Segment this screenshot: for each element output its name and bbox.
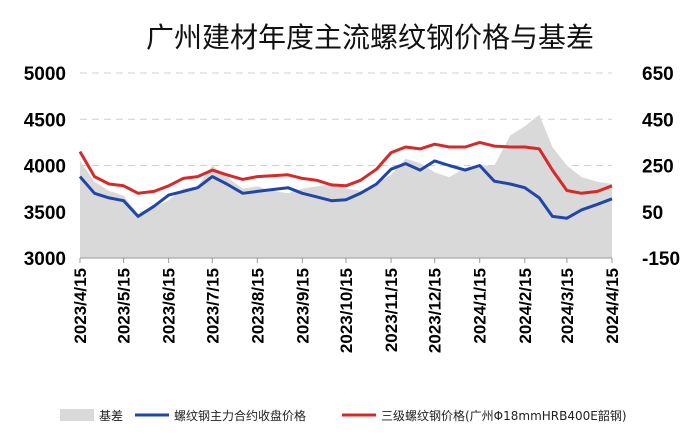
y-left-tick-label: 3500 (24, 203, 66, 224)
x-tick-label: 2024/3/15 (558, 268, 577, 344)
y-axis-left: 3000 3500 4000 4500 5000 (24, 64, 66, 270)
x-tick-label: 2023/5/15 (115, 268, 134, 344)
legend-swatch-basis (60, 409, 94, 421)
y-right-tick-label: 650 (642, 64, 674, 85)
series-futures-line (78, 159, 613, 220)
basis-area-layer (80, 114, 612, 258)
legend-label-futures: 螺纹钢主力合约收盘价格 (174, 408, 306, 423)
x-tick-label: 2023/10/15 (337, 268, 356, 353)
chart-title: 广州建材年度主流螺纹钢价格与基差 (146, 21, 594, 54)
y-left-tick-label: 4000 (24, 157, 66, 178)
x-axis: 2023/4/15 2023/5/15 2023/6/15 2023/7/15 2023… (71, 257, 622, 353)
x-tick-label: 2023/7/15 (203, 268, 222, 344)
x-tick-label: 2024/4/15 (603, 268, 622, 344)
y-right-tick-label: -150 (642, 249, 680, 270)
y-left-tick-label: 4500 (24, 110, 66, 131)
y-left-tick-label: 5000 (24, 64, 66, 85)
x-tick-label: 2023/4/15 (71, 268, 90, 344)
legend: 基差 螺纹钢主力合约收盘价格 三级螺纹钢价格(广州Φ18mmHRB400E韶钢) (60, 408, 627, 423)
price-lines-layer (78, 140, 613, 220)
x-tick-label: 2024/1/15 (471, 268, 490, 344)
x-tick-label: 2023/6/15 (160, 268, 179, 344)
legend-label-basis: 基差 (99, 409, 123, 423)
series-basis-area (80, 114, 612, 258)
y-right-tick-label: 250 (642, 157, 674, 178)
x-tick-label: 2024/2/15 (516, 268, 535, 344)
x-tick-label: 2023/9/15 (293, 268, 312, 344)
legend-label-spot: 三级螺纹钢价格(广州Φ18mmHRB400E韶钢) (381, 408, 627, 423)
y-right-tick-label: 450 (642, 110, 674, 131)
x-tick-label: 2023/8/15 (248, 268, 267, 344)
y-left-tick-label: 3000 (24, 249, 66, 270)
series-spot-line (78, 140, 613, 195)
x-tick-label: 2023/11/15 (382, 268, 401, 352)
y-axis-right: -150 50 250 450 650 (642, 64, 680, 270)
y-right-tick-label: 50 (642, 203, 663, 224)
x-tick-label: 2023/12/15 (426, 268, 445, 353)
